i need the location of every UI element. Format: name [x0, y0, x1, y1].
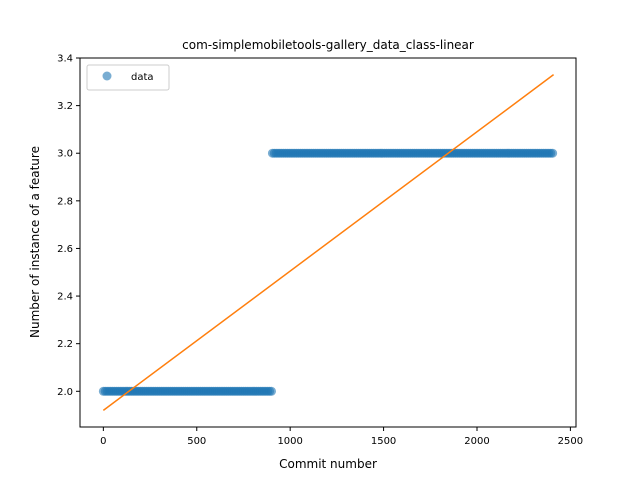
x-tick-label: 500	[187, 436, 206, 447]
chart-title: com-simplemobiletools-gallery_data_class…	[182, 38, 474, 52]
y-tick-label: 2.8	[57, 196, 73, 207]
fit-line-group	[102, 74, 555, 411]
y-axis: 2.0 2.2 2.4 2.6 2.8 3.0 3.2 3.4	[57, 54, 80, 398]
y-tick-label: 3.4	[57, 54, 73, 65]
plot-area	[79, 57, 577, 428]
y-tick-label: 2.6	[57, 244, 73, 255]
x-axis: 0 500 1000 1500 2000 2500	[100, 427, 583, 447]
y-axis-label: Number of instance of a feature	[28, 146, 42, 338]
plot-frame	[79, 57, 577, 428]
legend: data	[86, 64, 170, 91]
legend-entry-data: data	[131, 72, 154, 83]
legend-box	[86, 64, 170, 91]
y-tick-label: 2.4	[57, 292, 73, 303]
y-tick-label: 3.2	[57, 101, 73, 112]
x-tick-label: 1000	[277, 436, 302, 447]
x-tick-label: 1500	[371, 436, 396, 447]
fit-line	[102, 74, 555, 411]
x-axis-label: Commit number	[279, 457, 377, 471]
x-tick-label: 0	[100, 436, 106, 447]
y-tick-label: 3.0	[57, 149, 73, 160]
data-point	[266, 386, 276, 396]
y-tick-label: 2.0	[57, 387, 73, 398]
x-tick-label: 2000	[464, 436, 489, 447]
y-tick-label: 2.2	[57, 339, 73, 350]
legend-marker	[102, 71, 112, 81]
data-point	[548, 148, 558, 158]
x-tick-label: 2500	[558, 436, 583, 447]
